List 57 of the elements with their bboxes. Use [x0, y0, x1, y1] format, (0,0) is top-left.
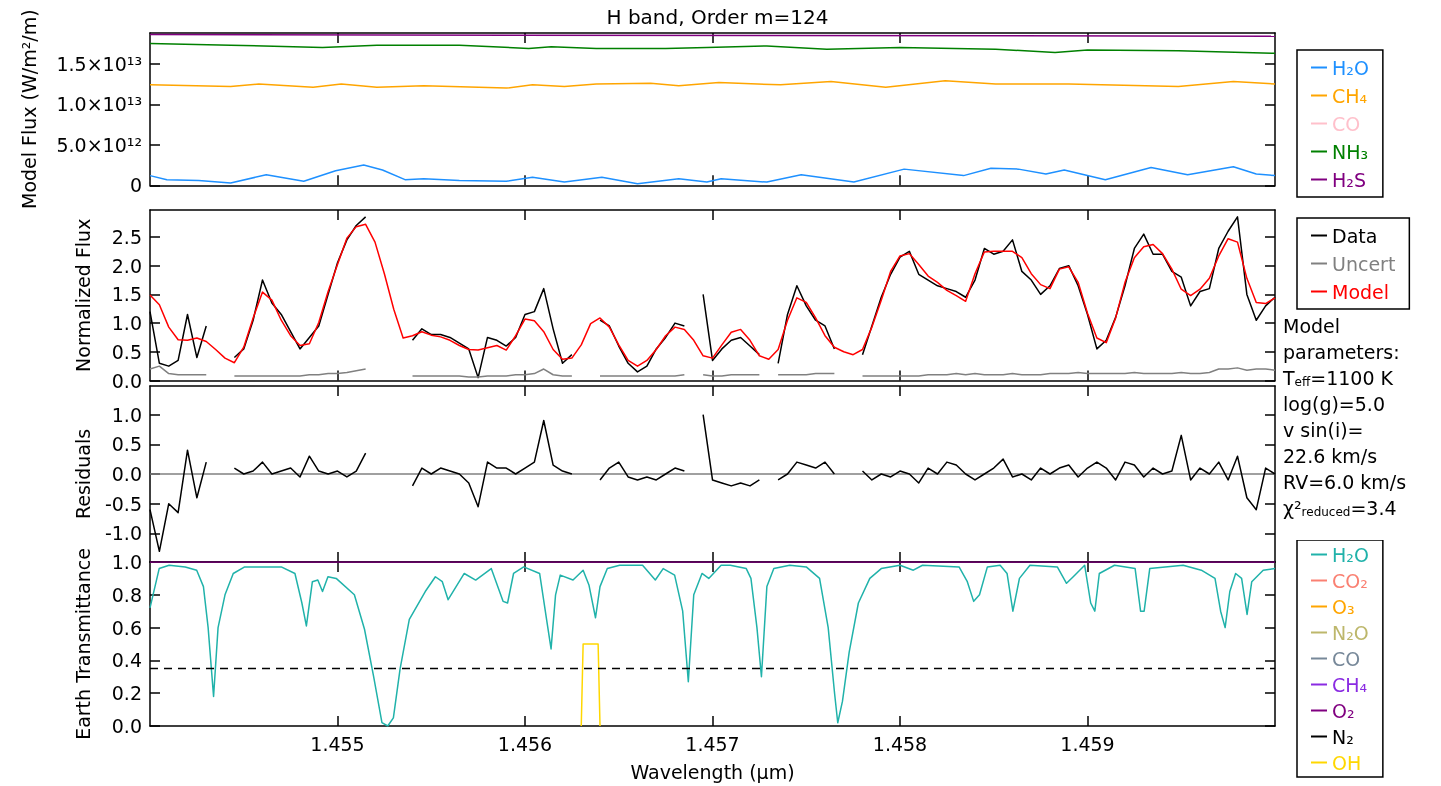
legend-label: H₂O [1332, 56, 1369, 79]
y-tick-label: 0.8 [111, 583, 142, 606]
y-axis-title: Normalized Flux [71, 218, 94, 372]
y-tick-label: 0.2 [111, 682, 142, 705]
y-tick-label: 1.5×10¹³ [56, 52, 142, 75]
legend-label: O₃ [1332, 595, 1355, 618]
y-axis-title: Residuals [71, 428, 94, 520]
legend-label: OH [1332, 751, 1362, 774]
legend-label: O₂ [1332, 699, 1355, 722]
y-tick-label: 0 [129, 174, 142, 197]
text: Model [1283, 314, 1341, 337]
x-tick-label: 1.457 [685, 732, 740, 755]
y-tick-label: 0.0 [111, 369, 142, 392]
x-axis-title: Wavelength (μm) [630, 760, 795, 783]
legend-label: H₂O [1332, 543, 1369, 566]
y-tick-label: -0.5 [104, 492, 142, 515]
legend-label: N₂ [1332, 725, 1354, 748]
y-tick-label: 5.0×10¹² [56, 133, 142, 156]
y-tick-label: 1.5 [111, 283, 142, 306]
y-tick-label: 0.5 [111, 433, 142, 456]
y-tick-label: 0.4 [111, 649, 142, 672]
legend-label: CO₂ [1332, 569, 1368, 592]
legend-label: Uncert [1332, 252, 1396, 275]
chart-title: H band, Order m=124 [606, 5, 829, 29]
text: v sin(i)= [1283, 418, 1364, 441]
y-tick-label: 2.5 [111, 225, 142, 248]
text: RV=6.0 km/s [1283, 470, 1407, 493]
x-tick-label: 1.458 [872, 732, 928, 755]
legend-label: N₂O [1332, 621, 1369, 644]
y-axis-title: Model Flux (W/m²/m) [17, 9, 40, 209]
y-tick-label: -1.0 [104, 522, 142, 545]
legend-label: NH₃ [1332, 140, 1369, 163]
y-tick-label: 0.6 [111, 616, 142, 639]
y-tick-label: 0.0 [111, 715, 142, 737]
y-tick-label: 2.0 [111, 254, 142, 277]
y-tick-label: 0.0 [111, 463, 142, 485]
y-tick-label: 1.0×10¹³ [56, 93, 142, 116]
legend-label: CO [1332, 112, 1361, 135]
y-axis-title: Earth Transmittance [71, 548, 94, 740]
legend-label: Data [1332, 224, 1378, 247]
text: 22.6 km/s [1283, 444, 1378, 467]
y-tick-label: 1.0 [111, 551, 142, 573]
x-tick-label: 1.456 [497, 732, 553, 755]
legend-label: Model [1332, 280, 1390, 303]
text: log(g)=5.0 [1283, 392, 1385, 415]
y-tick-label: 1.0 [111, 403, 142, 426]
legend-label: CO [1332, 647, 1361, 670]
x-tick-label: 1.459 [1060, 732, 1115, 755]
x-tick-label: 1.455 [310, 732, 365, 755]
legend-label: CH₄ [1332, 673, 1368, 696]
legend-label: H₂S [1332, 168, 1366, 191]
text: χ²reduced=3.4 [1283, 496, 1397, 519]
y-tick-label: 1.0 [111, 312, 142, 335]
text: Teff=1100 K [1282, 366, 1394, 389]
legend-label: CH₄ [1332, 84, 1368, 107]
text: parameters: [1283, 340, 1400, 363]
y-tick-label: 0.5 [111, 340, 142, 363]
